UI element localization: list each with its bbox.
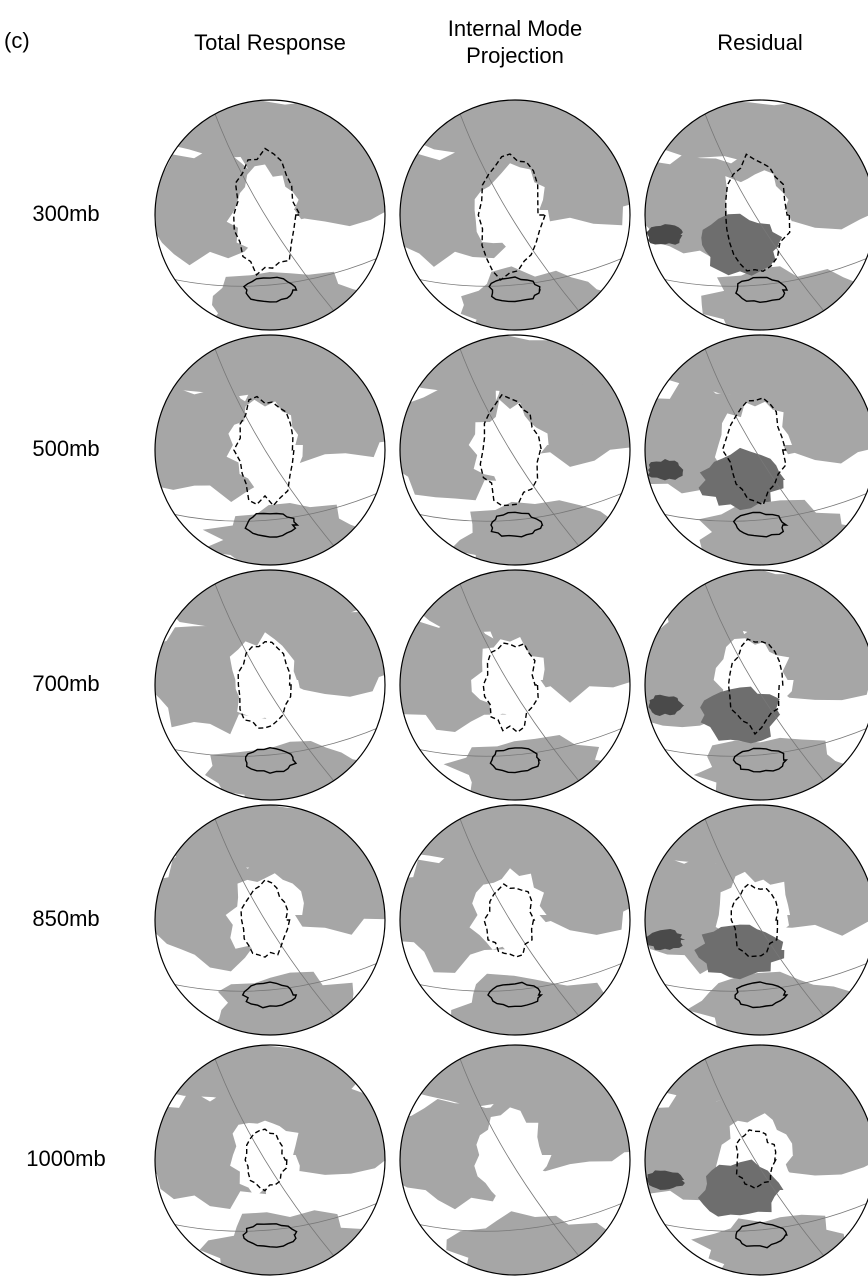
row-label: 500mb (32, 436, 99, 461)
row-label: 300mb (32, 201, 99, 226)
land (461, 266, 620, 343)
land (451, 974, 622, 1048)
map (626, 335, 868, 572)
row-label: 1000mb (26, 1146, 106, 1171)
land (198, 503, 370, 576)
land (200, 1210, 382, 1285)
land (636, 100, 868, 162)
land (691, 1215, 867, 1287)
map (630, 100, 868, 338)
map (136, 803, 416, 1043)
map (136, 332, 415, 576)
row-label: 850mb (32, 906, 99, 931)
map (133, 1045, 426, 1285)
map (136, 100, 426, 338)
land (450, 500, 627, 575)
land (213, 972, 383, 1044)
row-label: 700mb (32, 671, 99, 696)
land (699, 500, 868, 571)
map (379, 1043, 666, 1287)
map (380, 569, 669, 809)
land (686, 972, 864, 1048)
map (377, 801, 657, 1048)
map (621, 566, 868, 814)
land (694, 738, 868, 815)
column-header: Projection (466, 43, 564, 68)
map (379, 335, 674, 575)
column-header: Total Response (194, 30, 346, 55)
map (378, 96, 659, 343)
land (701, 266, 861, 338)
column-header: Internal Mode (448, 16, 583, 41)
land (446, 1211, 622, 1287)
panel-label: (c) (4, 28, 30, 53)
map (626, 803, 868, 1048)
land (142, 100, 385, 159)
shading (647, 224, 683, 245)
column-header: Residual (717, 30, 803, 55)
map (130, 566, 424, 816)
figure: (c) Total Response Internal ModeProjectio… (0, 0, 868, 1287)
